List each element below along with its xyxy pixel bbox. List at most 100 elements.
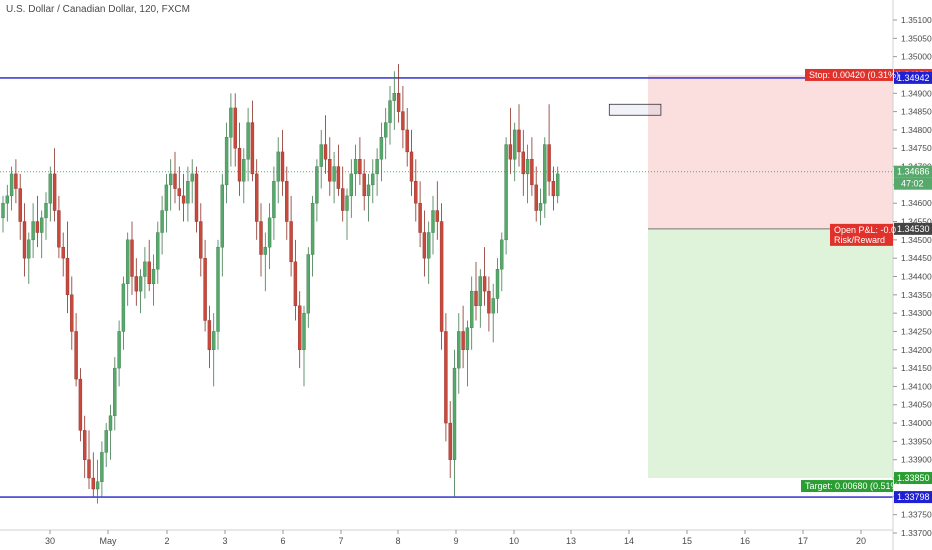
candle <box>203 239 207 332</box>
y-tick-label: 1.34500 <box>901 235 932 245</box>
current-price-tag-label: 1.34686 <box>897 167 930 177</box>
candle-body <box>74 331 78 380</box>
candle <box>177 166 182 211</box>
resistance-price-tag-label: 1.34942 <box>897 73 930 83</box>
candle-body <box>336 166 341 189</box>
candle-body <box>504 144 508 241</box>
candle-body <box>177 188 182 197</box>
candle-body <box>530 159 534 186</box>
x-tick-label: 6 <box>280 536 285 546</box>
candle-body <box>401 111 405 131</box>
candle-body <box>104 430 108 453</box>
candle <box>439 203 444 350</box>
candle-body <box>70 294 74 332</box>
candle <box>44 192 48 240</box>
candle-body <box>1 203 5 219</box>
y-tick-label: 1.34250 <box>901 326 932 336</box>
candle <box>409 129 414 196</box>
candle <box>332 151 336 204</box>
candle-body <box>44 203 48 219</box>
candle-body <box>211 331 216 350</box>
candle <box>285 166 289 240</box>
candle-body <box>310 203 315 255</box>
candle <box>323 115 328 174</box>
candle-body <box>293 261 298 307</box>
candle-body <box>396 93 401 112</box>
candle-body <box>551 181 556 197</box>
candle-body <box>422 232 427 259</box>
candle <box>259 203 263 277</box>
target-zone <box>648 228 893 479</box>
candle <box>263 232 267 292</box>
candle-body <box>48 173 52 204</box>
candle-body <box>147 261 151 285</box>
annotation-box <box>608 103 662 116</box>
candle <box>525 144 530 204</box>
candle-body <box>61 246 65 259</box>
candle-body <box>345 195 349 211</box>
candle <box>465 320 470 387</box>
candle-body <box>95 481 100 490</box>
candle-body <box>388 100 392 123</box>
countdown-tag <box>894 177 932 190</box>
candle <box>220 173 225 277</box>
candle-body <box>246 122 250 160</box>
candle <box>298 291 302 369</box>
candle <box>336 144 341 196</box>
candle-body <box>78 378 83 431</box>
entry-price-tag <box>894 222 932 235</box>
y-tick-label: 1.33700 <box>901 528 932 538</box>
candle <box>319 129 323 189</box>
candle <box>293 239 298 321</box>
candle-body <box>134 276 139 292</box>
candle-body <box>448 422 452 460</box>
candle-body <box>478 276 482 307</box>
candle-body <box>431 210 435 233</box>
y-tick-label: 1.33750 <box>901 510 932 520</box>
pnl-note-text: Open P&L: -0.0 <box>834 225 896 235</box>
y-tick-label: 1.34900 <box>901 88 932 98</box>
y-tick-label: 1.34800 <box>901 125 932 135</box>
y-tick-label: 1.34550 <box>901 217 932 227</box>
candle <box>362 159 366 211</box>
candle-body <box>371 173 375 186</box>
candle <box>74 313 78 387</box>
candle <box>422 210 427 277</box>
candle-body <box>543 144 547 204</box>
candle-body <box>362 173 366 197</box>
candle-body <box>500 239 504 270</box>
y-tick-label: 1.34850 <box>901 107 932 117</box>
candle-body <box>220 184 225 248</box>
candle-body <box>534 184 538 211</box>
candle <box>474 261 478 321</box>
candle <box>315 159 319 222</box>
candle-body <box>384 122 388 138</box>
candle-body <box>18 188 22 222</box>
candle <box>100 441 104 497</box>
candle-body <box>508 144 513 160</box>
stop-note-text: Stop: 0.00420 (0.31%) <box>809 70 899 80</box>
candle-body <box>298 305 302 350</box>
x-tick-label: 9 <box>453 536 458 546</box>
candle-body <box>65 257 70 296</box>
candle <box>267 203 272 270</box>
candle <box>117 320 121 387</box>
candle <box>168 159 173 211</box>
candle-body <box>100 452 104 482</box>
candle <box>379 122 384 182</box>
candle <box>508 107 513 174</box>
candle-body <box>216 246 220 332</box>
candle-body <box>190 173 194 182</box>
candle-body <box>414 181 418 204</box>
candle <box>392 71 396 130</box>
x-tick-label: 2 <box>164 536 169 546</box>
candle-body <box>323 144 328 160</box>
candle <box>147 239 151 292</box>
candle-body <box>156 232 160 270</box>
candle <box>427 221 431 284</box>
candle-body <box>250 122 255 175</box>
candle-body <box>547 144 551 182</box>
position-zones <box>648 74 893 479</box>
candle-body <box>151 268 156 285</box>
